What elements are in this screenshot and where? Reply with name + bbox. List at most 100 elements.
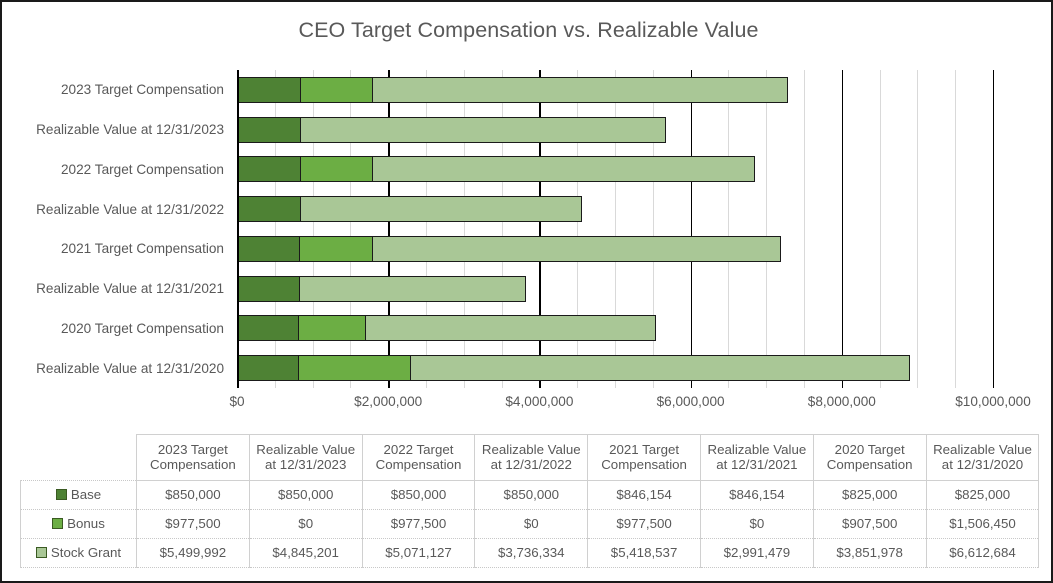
bar-row[interactable] bbox=[237, 348, 993, 388]
bar-segment-base[interactable] bbox=[237, 156, 302, 183]
gridline-minor bbox=[615, 70, 616, 388]
gridline-minor bbox=[426, 70, 427, 388]
data-table-cell: $850,000 bbox=[361, 480, 476, 510]
data-table-column-header: Realizable Value at 12/31/2022 bbox=[474, 434, 589, 481]
chart-title: CEO Target Compensation vs. Realizable V… bbox=[298, 18, 759, 42]
category-label: Realizable Value at 12/31/2021 bbox=[36, 281, 224, 297]
data-table-header-row: 2023 Target Compensation Realizable Value… bbox=[21, 434, 1040, 481]
data-table-head: 2023 Target Compensation Realizable Value… bbox=[21, 434, 1040, 481]
bar-segment-base[interactable] bbox=[237, 355, 300, 382]
category-label: Realizable Value at 12/31/2020 bbox=[36, 360, 224, 376]
value-axis-line bbox=[237, 70, 239, 388]
legend-entry: Bonus bbox=[20, 509, 137, 539]
bar-row[interactable] bbox=[237, 309, 993, 349]
bar-row[interactable] bbox=[237, 189, 993, 229]
bar-segment-stock-grant[interactable] bbox=[299, 196, 583, 223]
gridline-minor bbox=[501, 70, 503, 388]
bar-segment-stock-grant[interactable] bbox=[299, 275, 526, 302]
bar-row[interactable] bbox=[237, 110, 993, 150]
bar-segment-base[interactable] bbox=[237, 275, 301, 302]
bar-segment-base[interactable] bbox=[237, 116, 302, 143]
data-table-cell: $977,500 bbox=[136, 509, 250, 539]
legend-entry: Stock Grant bbox=[20, 538, 137, 568]
data-table: 2023 Target Compensation Realizable Value… bbox=[20, 434, 1040, 568]
bar-segment-bonus[interactable] bbox=[299, 235, 374, 262]
value-axis-labels: $0 $2,000,000 $4,000,000 $6,000,000 $8,000,0… bbox=[229, 394, 1030, 418]
bar-row[interactable] bbox=[237, 70, 993, 110]
bar-segment-stock-grant[interactable] bbox=[371, 156, 756, 183]
stacked-bar[interactable] bbox=[237, 196, 583, 223]
stacked-bar[interactable] bbox=[237, 355, 910, 382]
bar-segment-stock-grant[interactable] bbox=[371, 76, 788, 103]
bar-segment-base[interactable] bbox=[237, 315, 300, 342]
gridline-major bbox=[993, 70, 995, 388]
data-table-cell: $1,506,450 bbox=[925, 509, 1040, 539]
legend-swatch-icon bbox=[35, 546, 47, 558]
legend-label: Bonus bbox=[67, 515, 105, 531]
bar-segment-base[interactable] bbox=[237, 76, 302, 103]
category-label: 2021 Target Compensation bbox=[61, 241, 224, 257]
stacked-bar[interactable] bbox=[237, 235, 782, 262]
legend-label: Base bbox=[70, 486, 102, 502]
data-table-cell: $977,500 bbox=[587, 509, 701, 539]
bar-segment-bonus[interactable] bbox=[299, 156, 374, 183]
data-table-cell: $3,851,978 bbox=[812, 538, 927, 568]
gridline-minor bbox=[577, 70, 579, 388]
value-tick-label: $0 bbox=[229, 394, 245, 409]
data-table-cell: $5,499,992 bbox=[136, 538, 250, 568]
data-table-cell: $5,418,537 bbox=[587, 538, 701, 568]
bar-segment-base[interactable] bbox=[237, 235, 301, 262]
category-label: 2023 Target Compensation bbox=[61, 82, 224, 98]
data-table-cell: $907,500 bbox=[812, 509, 927, 539]
gridline-minor bbox=[917, 70, 919, 388]
gridline-major bbox=[539, 70, 541, 388]
data-table-cell: $850,000 bbox=[474, 480, 589, 510]
category-label: 2020 Target Compensation bbox=[61, 320, 224, 336]
bar-segment-stock-grant[interactable] bbox=[371, 235, 782, 262]
data-table-body: Base $850,000 $850,000 $850,000 $850,000 $846… bbox=[20, 480, 1040, 568]
data-table-cell: $3,736,334 bbox=[474, 538, 589, 568]
legend-swatch-icon bbox=[52, 517, 64, 529]
stacked-bar[interactable] bbox=[237, 116, 666, 143]
bar-segment-stock-grant[interactable] bbox=[410, 355, 910, 382]
data-table-cell: $825,000 bbox=[812, 480, 927, 510]
data-table-cell: $5,071,127 bbox=[361, 538, 476, 568]
gridline-major bbox=[841, 70, 844, 388]
stacked-bar[interactable] bbox=[237, 156, 756, 183]
gridline-minor bbox=[274, 70, 276, 388]
gridline-minor bbox=[463, 70, 465, 388]
legend-swatch-icon bbox=[55, 488, 67, 500]
category-label: Realizable Value at 12/31/2023 bbox=[36, 122, 224, 138]
bar-segment-stock-grant[interactable] bbox=[299, 116, 666, 143]
bar-segment-bonus[interactable] bbox=[297, 355, 412, 382]
bar-row[interactable] bbox=[237, 269, 993, 309]
data-table-column-header: Realizable Value at 12/31/2023 bbox=[248, 434, 363, 481]
data-table-cell: $0 bbox=[248, 509, 363, 539]
legend-label: Stock Grant bbox=[50, 544, 122, 560]
value-tick-label: $10,000,000 bbox=[955, 394, 1031, 409]
value-tick-label: $4,000,000 bbox=[505, 394, 574, 409]
gridline-minor bbox=[728, 70, 730, 388]
stacked-bar[interactable] bbox=[237, 315, 656, 342]
bar-segment-stock-grant[interactable] bbox=[364, 315, 656, 342]
category-label: 2022 Target Compensation bbox=[61, 161, 224, 177]
bar-row[interactable] bbox=[237, 150, 993, 190]
data-table-cell: $2,991,479 bbox=[699, 538, 814, 568]
legend-entry: Base bbox=[20, 480, 137, 510]
gridline-major bbox=[690, 70, 692, 388]
stacked-bar[interactable] bbox=[237, 76, 788, 103]
plot-area bbox=[237, 70, 995, 388]
bar-row[interactable] bbox=[237, 229, 993, 269]
data-table-column-header: 2020 Target Compensation bbox=[812, 434, 927, 481]
gridline-minor bbox=[312, 70, 314, 388]
bar-segment-base[interactable] bbox=[237, 196, 302, 223]
data-table-column-header: Realizable Value at 12/31/2020 bbox=[925, 434, 1040, 481]
data-table-row: Base $850,000 $850,000 $850,000 $850,000 $846… bbox=[20, 480, 1040, 510]
data-table-cell: $6,612,684 bbox=[925, 538, 1040, 568]
bar-segment-bonus[interactable] bbox=[297, 315, 367, 342]
gridline-minor bbox=[879, 70, 881, 388]
stacked-bar[interactable] bbox=[237, 275, 526, 302]
data-table-row: Bonus $977,500 $0 $977,500 $0 $977,500 $0 $907,… bbox=[20, 509, 1040, 539]
value-tick-label: $2,000,000 bbox=[354, 394, 423, 409]
bar-segment-bonus[interactable] bbox=[299, 76, 374, 103]
